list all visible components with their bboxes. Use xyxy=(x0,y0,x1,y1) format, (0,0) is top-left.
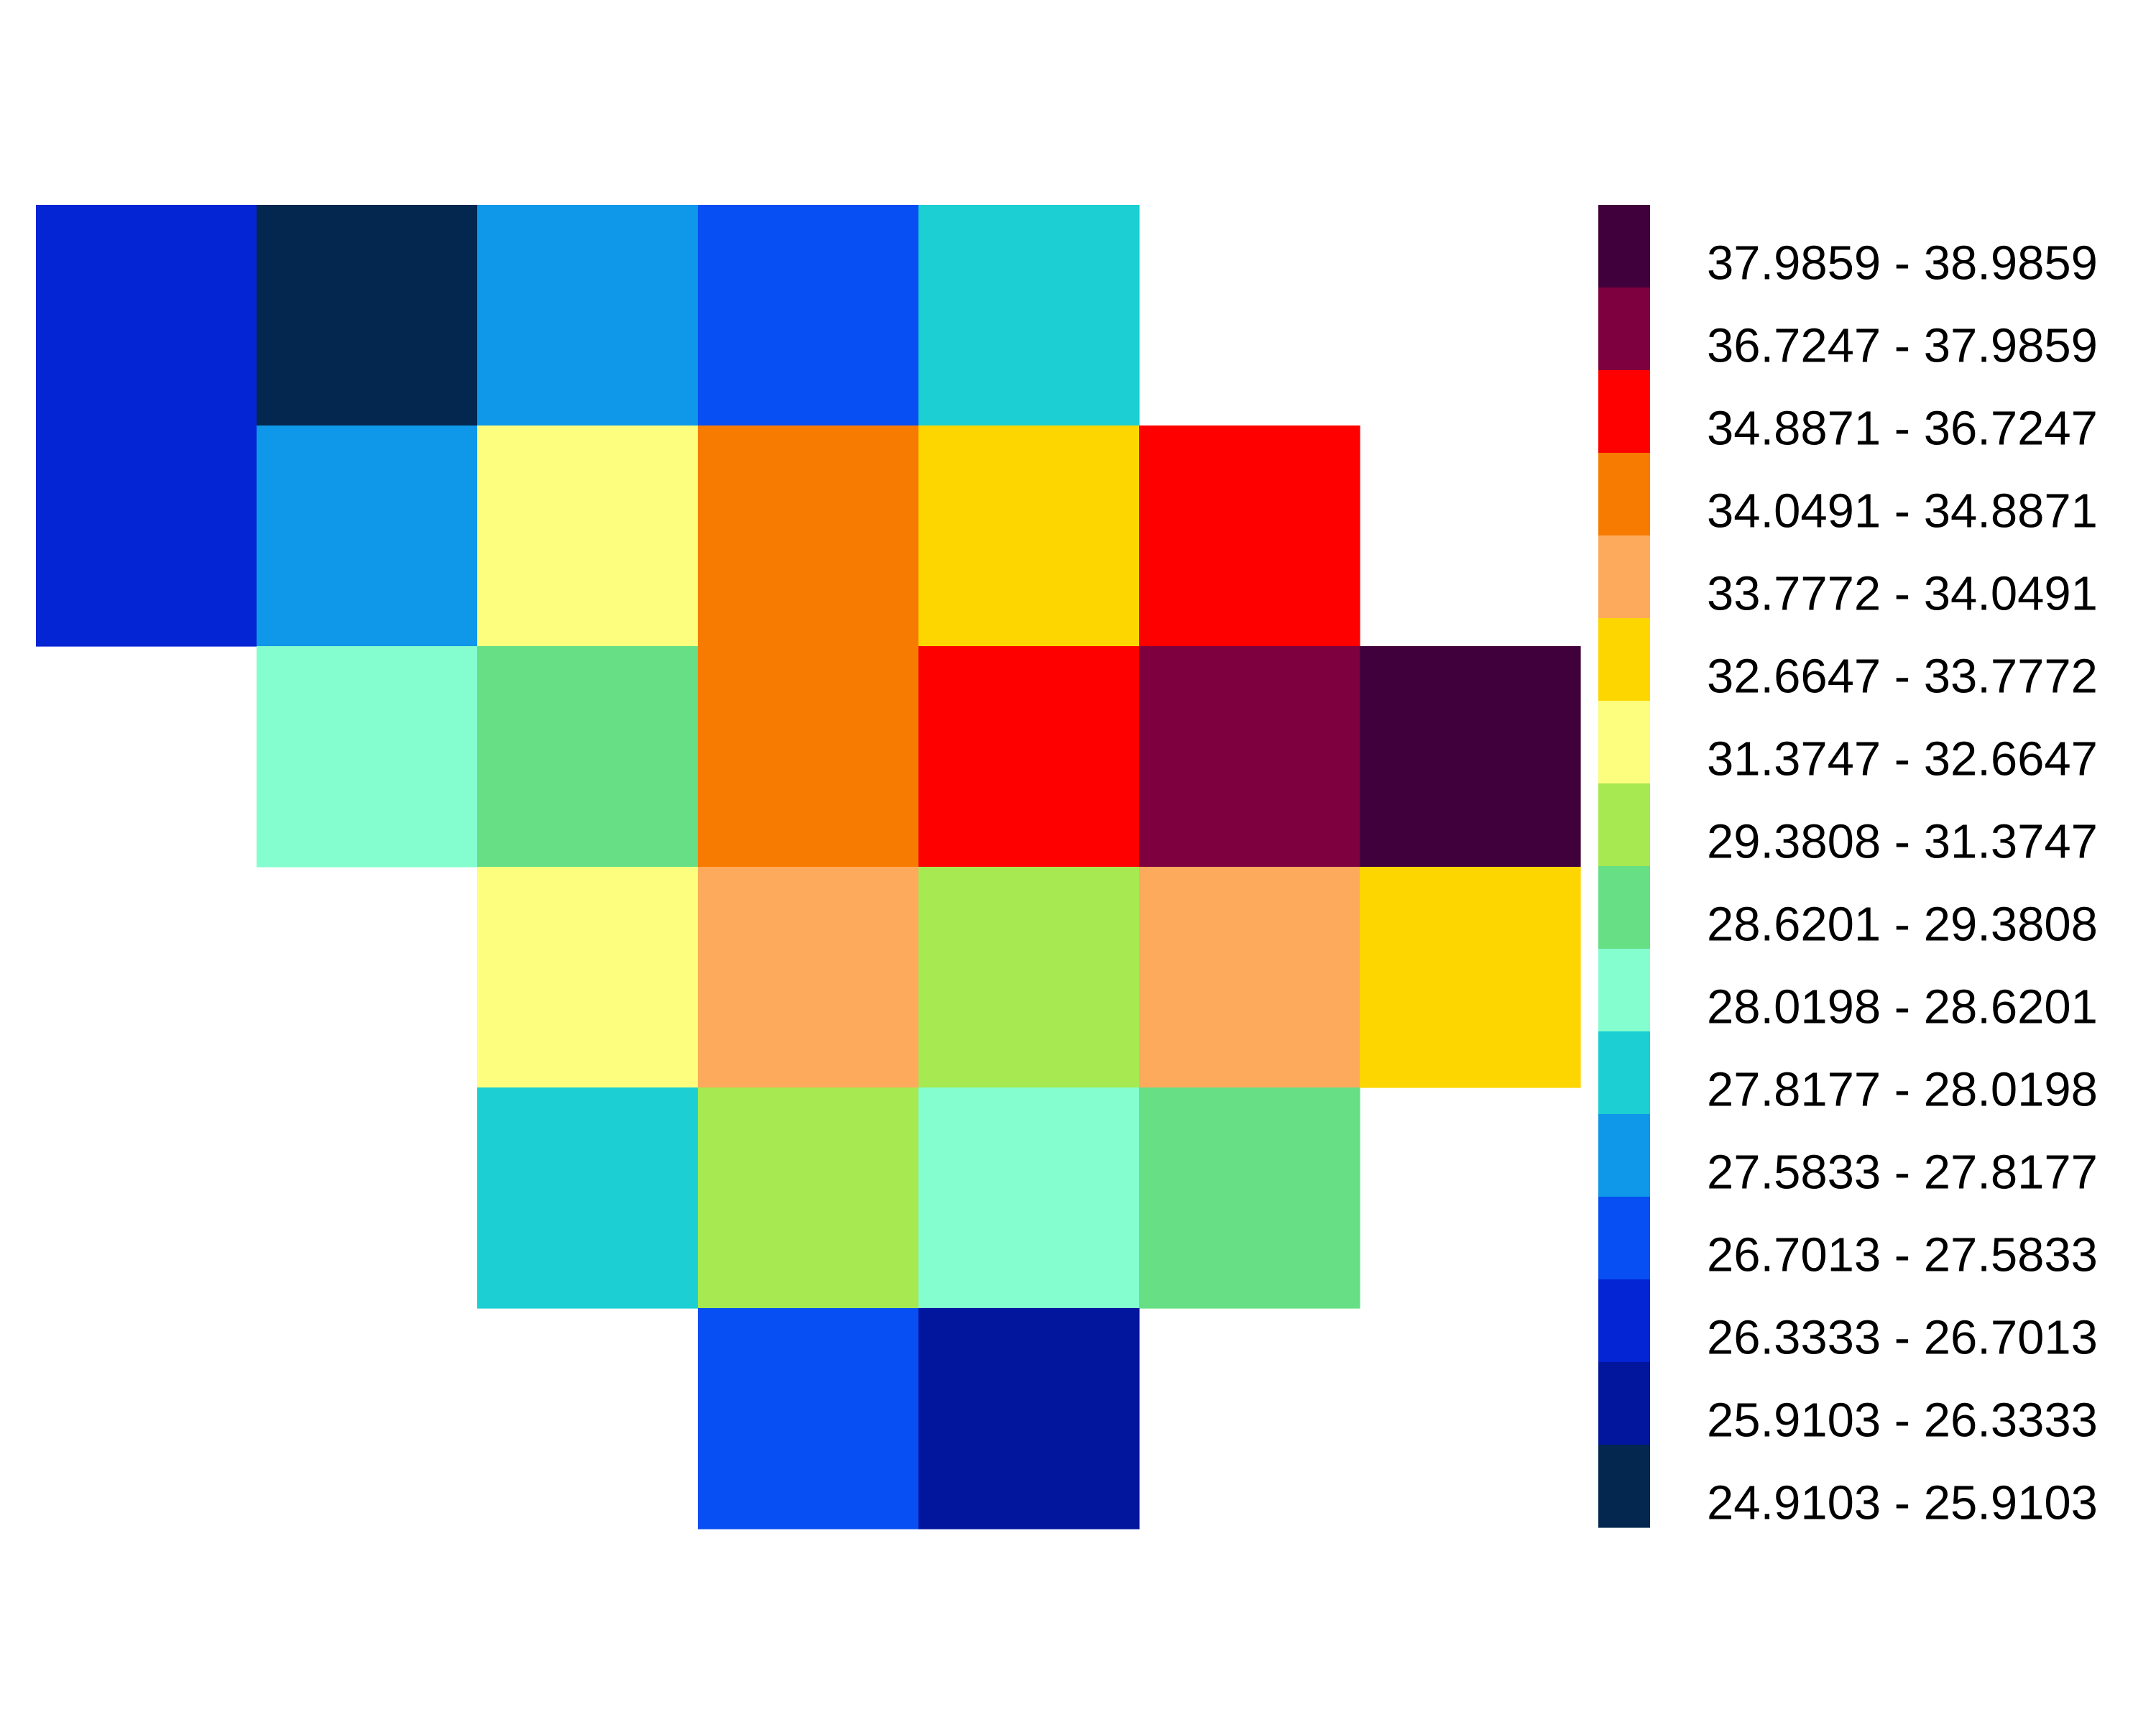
heatmap-cell xyxy=(1139,1087,1360,1309)
legend-label: 34.0491 - 34.8871 xyxy=(1707,484,2098,538)
legend-swatch xyxy=(1598,1445,1650,1528)
heatmap-cell xyxy=(918,1308,1140,1530)
heatmap-cell xyxy=(698,646,919,868)
heatmap-cell xyxy=(1360,646,1581,868)
heatmap-cell xyxy=(477,426,699,647)
legend-swatch xyxy=(1598,949,1650,1032)
heatmap-cell xyxy=(698,205,919,426)
heatmap-cell xyxy=(698,1087,919,1309)
heatmap-cell xyxy=(1139,426,1360,647)
heatmap-cells xyxy=(36,205,1581,1530)
legend-label: 27.8177 - 28.0198 xyxy=(1707,1063,2098,1117)
heatmap-cell xyxy=(477,867,699,1088)
legend-swatch xyxy=(1598,205,1650,288)
heatmap-cell xyxy=(477,1087,699,1309)
heatmap-cell xyxy=(918,205,1140,426)
heatmap-cell xyxy=(477,205,699,426)
legend-swatch xyxy=(1598,1197,1650,1280)
legend-swatch xyxy=(1598,783,1650,867)
heatmap-cell xyxy=(698,426,919,647)
legend-swatch xyxy=(1598,618,1650,702)
heatmap-cell xyxy=(36,426,257,647)
heatmap-cell xyxy=(918,1087,1140,1309)
legend-label: 27.5833 - 27.8177 xyxy=(1707,1146,2098,1200)
legend-swatch xyxy=(1598,370,1650,454)
heatmap-cell xyxy=(1139,646,1360,868)
heatmap-cell xyxy=(257,205,478,426)
heatmap-cell xyxy=(257,426,478,647)
legend-label: 36.7247 - 37.9859 xyxy=(1707,319,2098,373)
legend-label: 26.7013 - 27.5833 xyxy=(1707,1228,2098,1282)
legend-swatch xyxy=(1598,1362,1650,1445)
heatmap-cell xyxy=(257,646,478,868)
heatmap-cell xyxy=(1360,867,1581,1088)
heatmap-cell xyxy=(918,867,1140,1088)
legend-swatch xyxy=(1598,453,1650,536)
legend-label: 24.9103 - 25.9103 xyxy=(1707,1476,2098,1530)
legend-swatch xyxy=(1598,1279,1650,1363)
legend-label: 32.6647 - 33.7772 xyxy=(1707,650,2098,704)
legend-swatch xyxy=(1598,535,1650,619)
legend-label: 25.9103 - 26.3333 xyxy=(1707,1394,2098,1448)
legend-label: 31.3747 - 32.6647 xyxy=(1707,732,2098,786)
heatmap-cell xyxy=(698,867,919,1088)
legend-label: 37.9859 - 38.9859 xyxy=(1707,236,2098,290)
heatmap-cell xyxy=(36,205,257,426)
legend-swatch xyxy=(1598,288,1650,371)
heatmap-cell xyxy=(1139,867,1360,1088)
legend: 37.9859 - 38.9859 36.7247 - 37.9859 34.887… xyxy=(1598,205,2098,1530)
legend-swatch xyxy=(1598,866,1650,949)
heatmap-cell xyxy=(918,426,1140,647)
heatmap-cell xyxy=(918,646,1140,868)
legend-label: 33.7772 - 34.0491 xyxy=(1707,567,2098,621)
legend-label: 29.3808 - 31.3747 xyxy=(1707,815,2098,869)
legend-label: 34.8871 - 36.7247 xyxy=(1707,402,2098,456)
legend-swatch xyxy=(1598,1031,1650,1115)
legend-label: 26.3333 - 26.7013 xyxy=(1707,1311,2098,1365)
legend-label: 28.0198 - 28.6201 xyxy=(1707,980,2098,1034)
legend-label: 28.6201 - 29.3808 xyxy=(1707,898,2098,952)
heatmap-cell xyxy=(698,1308,919,1530)
legend-swatch xyxy=(1598,1114,1650,1197)
legend-swatch xyxy=(1598,701,1650,784)
heatmap-cell xyxy=(477,646,699,868)
